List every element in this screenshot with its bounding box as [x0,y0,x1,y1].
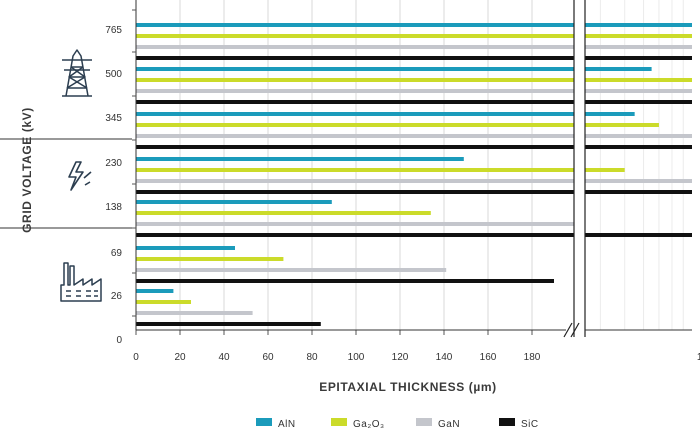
axis-break-mark [570,322,580,338]
legend-swatch [416,418,432,426]
bar-SiC-69 [136,279,554,283]
region-separators [0,138,132,229]
bar-SiC-765 [136,56,692,60]
x-tick-label: 60 [262,352,274,363]
bar-GaN-500 [136,89,692,93]
legend-swatch [499,418,515,426]
x-tick-label: 80 [306,352,318,363]
bar-AlN-345 [136,112,635,116]
bar-AlN-138 [136,200,332,204]
y-tick-label: 345 [105,113,122,124]
legend-item-SiC: SiC [499,418,539,430]
bar-SiC-345 [136,145,692,149]
y-tick-label: 0 [116,335,122,346]
bar-SiC-26 [136,322,321,326]
y-tick-label: 138 [105,202,122,213]
x-tick-label: 140 [436,352,453,363]
legend-label: Ga₂O₃ [353,419,385,430]
bar-GaO-230 [136,168,625,172]
bar-GaN-26 [136,311,253,315]
x-tick-label: 180 [524,352,541,363]
bar-GaN-765 [136,45,692,49]
bar-SiC-138 [136,233,692,237]
axis-break-gap [574,0,585,340]
y-tick-label: 69 [111,248,123,259]
x-tick-label: 1k [697,352,700,363]
legend-label: GaN [438,419,460,430]
gridlines [179,0,684,330]
bar-GaO-500 [136,78,692,82]
legend-swatch [256,418,272,426]
factory-icon [60,262,102,302]
legend-label: AlN [278,419,296,430]
axis-break-mark [563,322,573,338]
bar-AlN-69 [136,246,235,250]
bar-GaO-138 [136,211,431,215]
x-axis-title: EPITAXIAL THICKNESS (µm) [319,380,497,394]
axis-break [563,0,586,340]
legend-label: SiC [521,419,539,430]
x-tick-label: 160 [480,352,497,363]
bar-GaO-26 [136,300,191,304]
legend-item-AlN: AlN [256,418,296,430]
y-tick-label: 500 [105,69,122,80]
y-tick-label: 765 [105,25,122,36]
x-tick-label: 40 [218,352,230,363]
bar-GaO-69 [136,257,284,261]
bar-AlN-26 [136,289,174,293]
transmission-tower-icon [62,49,92,97]
bar-SiC-230 [136,190,692,194]
axes: 0204060801001201401601801k2k026691382303… [20,0,700,394]
legend-swatch [331,418,347,426]
bar-AlN-765 [136,23,692,27]
bar-SiC-500 [136,100,692,104]
bar-GaN-138 [136,222,576,226]
bars [136,23,692,326]
bar-AlN-500 [136,67,652,71]
x-tick-label: 100 [348,352,365,363]
lightning-icon [68,161,92,191]
y-tick-label: 26 [111,291,123,302]
bar-GaN-345 [136,134,692,138]
x-tick-label: 0 [133,352,139,363]
y-axis-title: GRID VOLTAGE (kV) [20,107,34,233]
legend: AlN Ga₂O₃ GaN SiC [256,418,539,430]
y-tick-label: 230 [105,158,122,169]
bar-GaN-69 [136,268,447,272]
legend-item-GaO: Ga₂O₃ [331,418,385,430]
bar-GaO-345 [136,123,659,127]
x-tick-label: 120 [392,352,409,363]
bar-GaN-230 [136,179,692,183]
legend-item-GaN: GaN [416,418,460,430]
bar-GaO-765 [136,34,692,38]
x-tick-label: 20 [174,352,186,363]
bar-AlN-230 [136,157,464,161]
